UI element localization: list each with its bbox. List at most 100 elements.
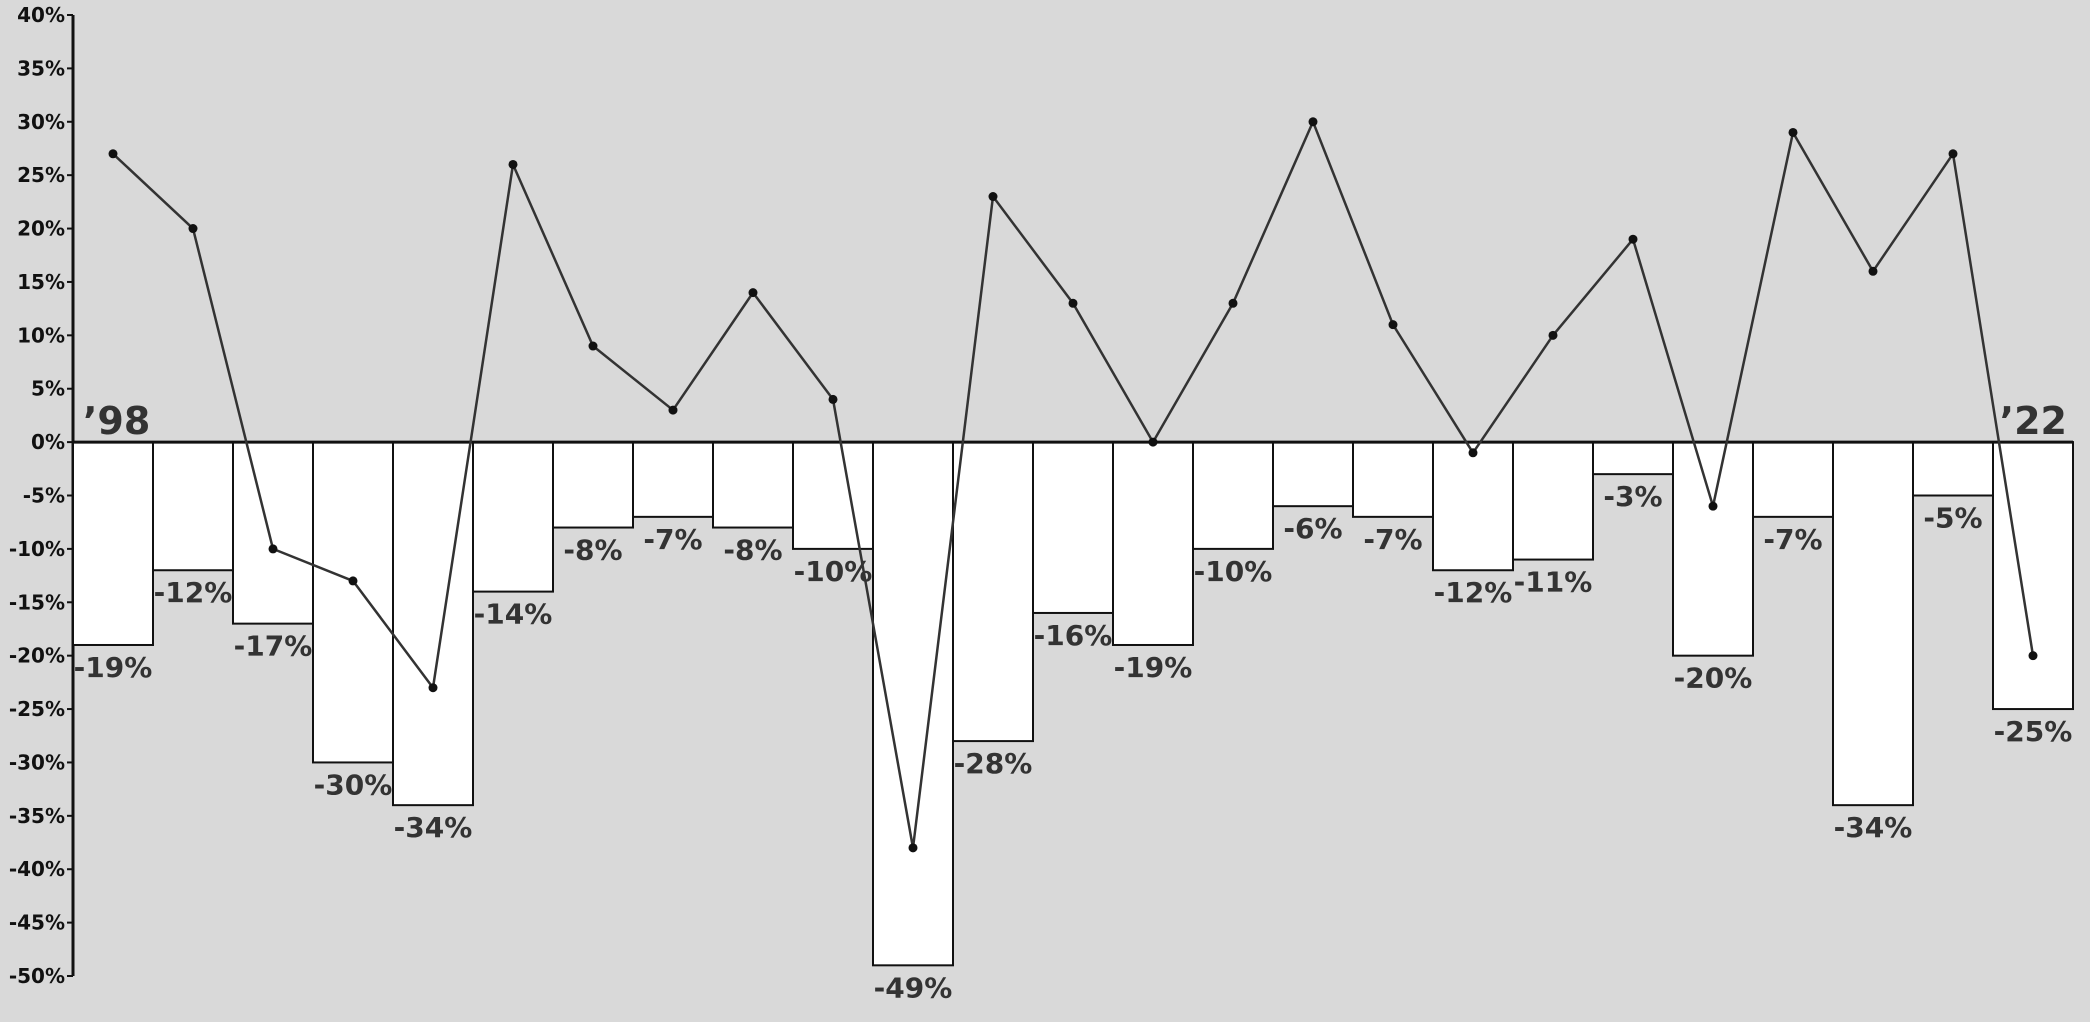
bar-2012 bbox=[1192, 441, 1274, 550]
bar-2008 bbox=[872, 441, 954, 967]
y-tick-label: 35% bbox=[17, 56, 65, 80]
bar-value-label: -25% bbox=[1994, 715, 2073, 748]
line-point-2007 bbox=[828, 394, 838, 404]
bar-value-label: -12% bbox=[1434, 576, 1513, 609]
bar-1998 bbox=[72, 441, 154, 646]
y-tick-label: -10% bbox=[9, 537, 65, 561]
line-point-2014 bbox=[1388, 320, 1398, 330]
bar-value-label: -19% bbox=[1114, 651, 1193, 684]
bar-value-label: -20% bbox=[1674, 662, 1753, 695]
y-tick-label: -50% bbox=[9, 964, 65, 988]
bar-2017 bbox=[1592, 441, 1674, 476]
bar-2015 bbox=[1432, 441, 1514, 572]
line-point-2020 bbox=[1868, 266, 1878, 276]
y-tick-label: -5% bbox=[23, 484, 65, 508]
y-tick-label: -20% bbox=[9, 644, 65, 668]
bar-value-label: -19% bbox=[74, 651, 153, 684]
bar-value-label: -16% bbox=[1034, 619, 1113, 652]
bar-2018 bbox=[1672, 441, 1754, 657]
bar-2004 bbox=[552, 441, 634, 529]
line-point-2003 bbox=[508, 159, 518, 169]
bar-2001 bbox=[312, 441, 394, 764]
y-tick-label: 5% bbox=[31, 377, 65, 401]
line-point-1999 bbox=[188, 224, 198, 234]
y-tick-label: 15% bbox=[17, 270, 65, 294]
bar-value-label: -28% bbox=[954, 747, 1033, 780]
y-tick-label: -30% bbox=[9, 750, 65, 774]
line-point-2018 bbox=[1708, 501, 1718, 511]
end-labels: ’98 ’22 bbox=[83, 399, 2067, 443]
line-point-2001 bbox=[348, 576, 358, 586]
bar-1999 bbox=[152, 441, 234, 572]
bar-2005 bbox=[632, 441, 714, 518]
y-tick-label: 25% bbox=[17, 163, 65, 187]
line-point-2009 bbox=[988, 192, 998, 202]
line-point-2015 bbox=[1468, 448, 1478, 458]
bar-value-label: -34% bbox=[1834, 811, 1913, 844]
bar-value-label: -7% bbox=[1763, 523, 1822, 556]
y-tick-label: -15% bbox=[9, 590, 65, 614]
bar-value-label: -17% bbox=[234, 630, 313, 663]
bar-2013 bbox=[1272, 441, 1354, 508]
bars bbox=[72, 441, 2074, 967]
line-point-2012 bbox=[1228, 298, 1238, 308]
line-point-2000 bbox=[268, 544, 278, 554]
bar-2002 bbox=[392, 441, 474, 807]
y-tick-label: 20% bbox=[17, 217, 65, 241]
bar-value-label: -6% bbox=[1283, 512, 1342, 545]
y-axis: 40% 35% 30% 25% 20% 15% 10% 5% 0% -5% -10% -15% -20%… bbox=[9, 3, 75, 988]
line-point-2019 bbox=[1788, 127, 1798, 137]
bar-value-label: -14% bbox=[474, 598, 553, 631]
y-tick-label: -45% bbox=[9, 911, 65, 935]
line-point-2016 bbox=[1548, 330, 1558, 340]
line-point-2011 bbox=[1148, 437, 1158, 447]
bar-2019 bbox=[1752, 441, 1834, 518]
bar-value-label: -7% bbox=[643, 523, 702, 556]
bar-value-label: -12% bbox=[154, 576, 233, 609]
line-point-2013 bbox=[1308, 117, 1318, 127]
end-year-label: ’22 bbox=[2000, 399, 2067, 443]
bar-value-label: -10% bbox=[794, 555, 873, 588]
y-tick-label: 0% bbox=[31, 430, 65, 454]
bar-2020 bbox=[1832, 441, 1914, 807]
bar-value-label: -30% bbox=[314, 768, 393, 801]
line-point-2008 bbox=[908, 843, 918, 853]
line-point-2022 bbox=[2028, 651, 2038, 661]
line-point-2010 bbox=[1068, 298, 1078, 308]
bar-value-label: -5% bbox=[1923, 502, 1982, 535]
line-point-2002 bbox=[428, 683, 438, 693]
bar-2003 bbox=[472, 441, 554, 593]
bar-2011 bbox=[1112, 441, 1194, 646]
bar-2009 bbox=[952, 441, 1034, 743]
line-point-2005 bbox=[668, 405, 678, 415]
bar-value-label: -11% bbox=[1514, 566, 1593, 599]
bar-value-label: -49% bbox=[874, 971, 953, 1004]
y-tick-label: -40% bbox=[9, 857, 65, 881]
line-point-2006 bbox=[748, 288, 758, 298]
bar-value-label: -34% bbox=[394, 811, 473, 844]
line-point-2004 bbox=[588, 341, 598, 351]
bar-value-label: -8% bbox=[563, 534, 622, 567]
bar-2007 bbox=[792, 441, 874, 550]
bar-2000 bbox=[232, 441, 314, 625]
data-labels: -19%-12%-17%-30%-34%-14%-8% -7% -8%-10%-49… bbox=[74, 480, 2073, 1004]
line-point-1998 bbox=[108, 149, 118, 159]
bar-2014 bbox=[1352, 441, 1434, 518]
line-point-2021 bbox=[1948, 149, 1958, 159]
bar-2010 bbox=[1032, 441, 1114, 614]
bar-value-label: -7% bbox=[1363, 523, 1422, 556]
y-tick-label: 40% bbox=[17, 3, 65, 27]
y-tick-label: 30% bbox=[17, 110, 65, 134]
bar-2006 bbox=[712, 441, 794, 529]
start-year-label: ’98 bbox=[83, 399, 150, 443]
line-series bbox=[108, 117, 2038, 853]
bar-value-label: -3% bbox=[1603, 480, 1662, 513]
bar-2021 bbox=[1912, 441, 1994, 497]
y-tick-label: 10% bbox=[17, 323, 65, 347]
y-tick-label: -35% bbox=[9, 804, 65, 828]
y-tick-label: -25% bbox=[9, 697, 65, 721]
bar-2016 bbox=[1512, 441, 1594, 561]
bar-value-label: -8% bbox=[723, 534, 782, 567]
